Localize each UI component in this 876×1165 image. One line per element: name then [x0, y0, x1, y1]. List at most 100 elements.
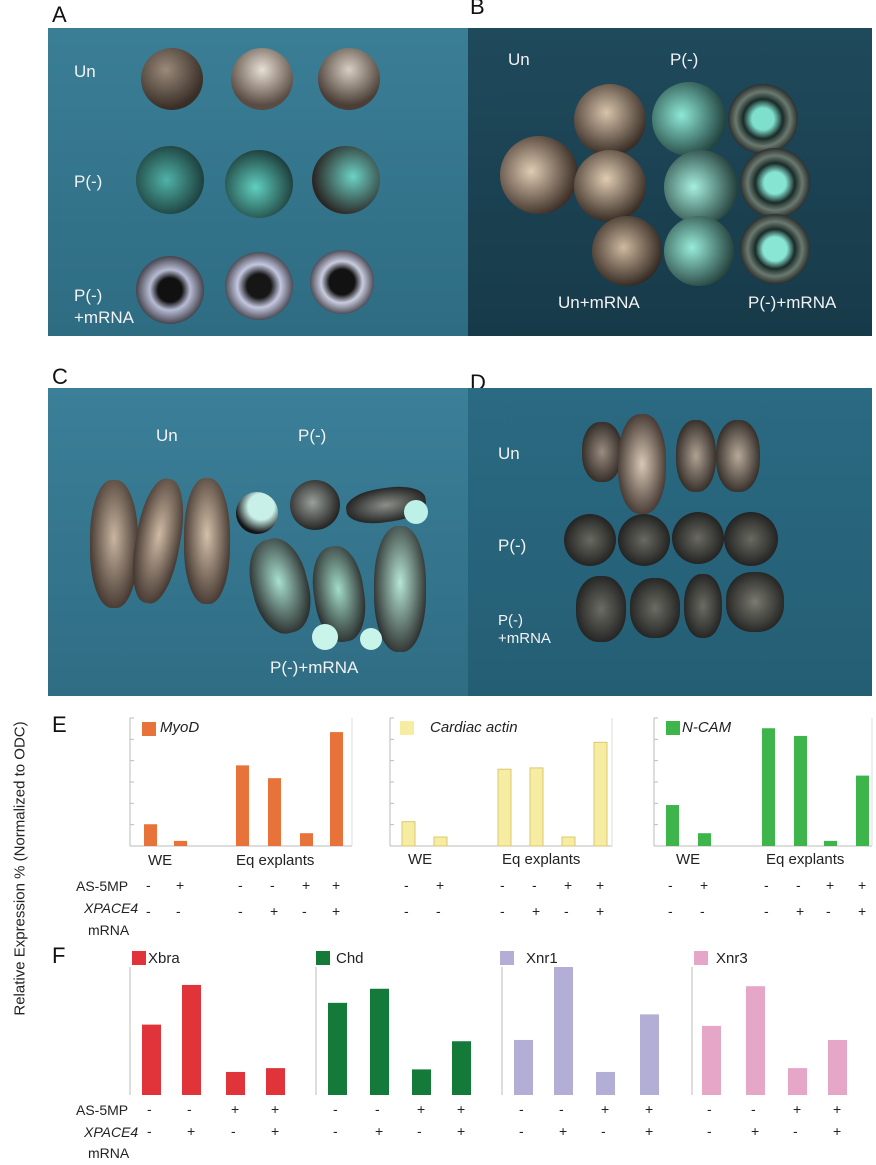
sign-as5mp: +	[833, 1101, 842, 1117]
legend-label-n-cam: N-CAM	[682, 719, 732, 736]
row-label-xpace4: XPACE4	[84, 900, 139, 916]
photo-panel-d: Un P(-) P(-) +mRNA	[468, 388, 872, 696]
bar-xnr3	[788, 1068, 807, 1095]
sign-as5mp: -	[333, 1101, 338, 1117]
embryo	[618, 514, 670, 566]
label-p-minus: P(-)	[670, 50, 699, 69]
tadpole	[374, 526, 426, 652]
embryo	[225, 150, 293, 218]
sign-as5mp: +	[271, 1101, 280, 1117]
legend-label-cardiac-actin: Cardiac actin	[430, 719, 518, 736]
legend-label-xbra: Xbra	[148, 950, 180, 967]
sign-xpace4: -	[500, 903, 505, 919]
sign-as5mp: -	[519, 1101, 524, 1117]
sign-xpace4: +	[532, 903, 541, 919]
legend-label-myod: MyoD	[160, 719, 200, 736]
sign-xpace4: +	[858, 903, 867, 919]
sign-as5mp: -	[751, 1101, 756, 1117]
legend-swatch-xnr1	[500, 951, 514, 965]
sign-xpace4: -	[564, 903, 569, 919]
sign-as5mp: -	[146, 877, 151, 893]
sign-xpace4: +	[271, 1123, 280, 1139]
sign-as5mp: -	[668, 877, 673, 893]
sign-as5mp: +	[457, 1101, 466, 1117]
bar-xnr1	[514, 1039, 533, 1095]
sign-xpace4: +	[645, 1123, 654, 1139]
label-p-minus-plus-mrna: P(-)+mRNA	[748, 293, 837, 312]
embryo	[312, 146, 380, 214]
label-p-minus: P(-)	[74, 172, 103, 191]
sign-as5mp: -	[559, 1101, 564, 1117]
sign-xpace4: +	[375, 1123, 384, 1139]
sign-as5mp: -	[270, 877, 275, 893]
x-label-eq-explants: Eq explants	[236, 852, 315, 869]
bar-myod	[268, 778, 281, 846]
embryo	[500, 136, 578, 214]
bar-xnr3	[828, 1039, 847, 1095]
sign-as5mp: -	[764, 877, 769, 893]
x-label-we: WE	[676, 851, 701, 868]
sign-xpace4: +	[559, 1123, 568, 1139]
sign-as5mp: -	[707, 1101, 712, 1117]
x-label-we: WE	[148, 852, 173, 869]
x-label-we: WE	[408, 851, 433, 868]
row-label-as5mp: AS-5MP	[76, 1102, 129, 1118]
bar-cardiac-actin	[529, 767, 544, 847]
embryo	[740, 148, 810, 218]
sign-xpace4: +	[751, 1123, 760, 1139]
bar-xbra	[182, 984, 201, 1095]
label-p-minus: P(-)	[498, 612, 523, 629]
explant	[236, 492, 278, 534]
embryo	[672, 512, 724, 564]
tadpole	[630, 578, 680, 638]
label-un: Un	[156, 426, 178, 445]
sign-as5mp: -	[375, 1101, 380, 1117]
sign-xpace4: -	[826, 903, 831, 919]
sign-xpace4: -	[176, 903, 181, 919]
bar-cardiac-actin	[497, 768, 512, 847]
sign-xpace4: -	[302, 903, 307, 919]
photo-panel-a: Un P(-) P(-) +mRNA	[48, 28, 468, 336]
bar-chd	[452, 1041, 471, 1095]
sign-xpace4: +	[833, 1123, 842, 1139]
embryo	[564, 514, 616, 566]
embryo	[310, 250, 374, 314]
explant	[360, 628, 382, 650]
bar-myod	[330, 732, 343, 846]
legend-label-xnr3: Xnr3	[716, 950, 748, 967]
bar-n-cam	[666, 805, 679, 846]
embryo	[724, 512, 778, 566]
sign-xpace4: -	[519, 1123, 524, 1139]
embryo	[231, 48, 293, 110]
sign-xpace4: +	[457, 1123, 466, 1139]
panel-letter-a: A	[52, 2, 67, 27]
bar-xnr1	[596, 1071, 615, 1095]
sign-as5mp: +	[826, 877, 835, 893]
bar-n-cam	[794, 735, 807, 846]
label-p-minus: P(-)	[298, 426, 327, 445]
label-un: Un	[74, 62, 96, 81]
sign-as5mp: -	[532, 877, 537, 893]
legend-swatch-chd	[316, 951, 330, 965]
legend-swatch-n-cam	[666, 721, 680, 735]
bar-n-cam	[856, 775, 869, 846]
photo-panel-c: Un P(-) P(-)+mRNA	[48, 388, 468, 696]
sign-as5mp: +	[176, 877, 185, 893]
embryo	[141, 48, 203, 110]
sign-as5mp: -	[404, 877, 409, 893]
legend-swatch-cardiac-actin	[400, 721, 414, 735]
sign-xpace4: +	[187, 1123, 196, 1139]
sign-as5mp: +	[417, 1101, 426, 1117]
sign-xpace4: -	[417, 1123, 422, 1139]
bar-n-cam	[698, 833, 711, 846]
bar-myod	[174, 840, 187, 846]
label-un: Un	[508, 50, 530, 69]
tadpole	[676, 420, 716, 492]
bar-xbra	[142, 1024, 161, 1095]
embryo	[592, 216, 662, 286]
bar-xnr1	[554, 967, 573, 1095]
label-un-plus-mrna: Un+mRNA	[558, 293, 640, 312]
sign-xpace4: -	[404, 903, 409, 919]
panel-letter-c: C	[52, 364, 68, 389]
label-p-minus-plus-mrna: P(-)+mRNA	[270, 658, 359, 677]
